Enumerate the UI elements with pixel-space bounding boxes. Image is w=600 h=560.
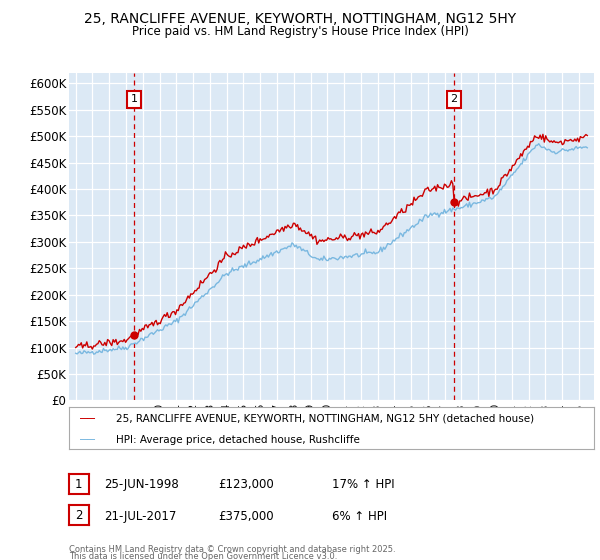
- Text: 17% ↑ HPI: 17% ↑ HPI: [332, 478, 394, 491]
- Text: 6% ↑ HPI: 6% ↑ HPI: [332, 510, 387, 522]
- Text: ——: ——: [79, 412, 95, 426]
- Text: Contains HM Land Registry data © Crown copyright and database right 2025.: Contains HM Land Registry data © Crown c…: [69, 545, 395, 554]
- Text: 1: 1: [131, 94, 138, 104]
- Text: 25, RANCLIFFE AVENUE, KEYWORTH, NOTTINGHAM, NG12 5HY (detached house): 25, RANCLIFFE AVENUE, KEYWORTH, NOTTINGH…: [116, 414, 535, 424]
- Text: ——: ——: [79, 433, 95, 446]
- Text: 25-JUN-1998: 25-JUN-1998: [104, 478, 179, 491]
- Text: 2: 2: [75, 509, 83, 522]
- Text: £375,000: £375,000: [218, 510, 274, 522]
- Text: 2: 2: [451, 94, 458, 104]
- Text: 21-JUL-2017: 21-JUL-2017: [104, 510, 176, 522]
- Text: Price paid vs. HM Land Registry's House Price Index (HPI): Price paid vs. HM Land Registry's House …: [131, 25, 469, 38]
- Text: 25, RANCLIFFE AVENUE, KEYWORTH, NOTTINGHAM, NG12 5HY: 25, RANCLIFFE AVENUE, KEYWORTH, NOTTINGH…: [84, 12, 516, 26]
- Text: This data is licensed under the Open Government Licence v3.0.: This data is licensed under the Open Gov…: [69, 552, 337, 560]
- Text: £123,000: £123,000: [218, 478, 274, 491]
- Text: HPI: Average price, detached house, Rushcliffe: HPI: Average price, detached house, Rush…: [116, 435, 360, 445]
- Text: 1: 1: [75, 478, 83, 491]
